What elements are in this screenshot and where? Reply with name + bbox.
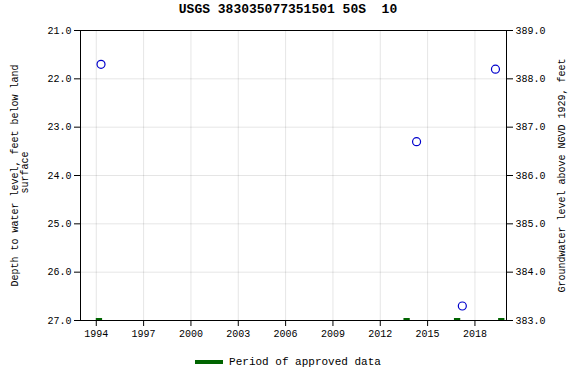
html-text:USGS 383035077351501 50S 10: USGS 383035077351501 50S 10 <box>178 2 398 17</box>
svg-text:389.0: 389.0 <box>516 26 546 37</box>
svg-text:1994: 1994 <box>84 329 108 340</box>
svg-text:23.0: 23.0 <box>47 122 71 133</box>
svg-text:2000: 2000 <box>179 329 203 340</box>
svg-text:21.0: 21.0 <box>47 26 71 37</box>
svg-text:385.0: 385.0 <box>516 219 546 230</box>
svg-text:27.0: 27.0 <box>47 316 71 327</box>
svg-text:2003: 2003 <box>226 329 250 340</box>
svg-text:1997: 1997 <box>132 329 156 340</box>
svg-text:2018: 2018 <box>463 329 487 340</box>
svg-text:24.0: 24.0 <box>47 171 71 182</box>
svg-text:388.0: 388.0 <box>516 74 546 85</box>
svg-text:386.0: 386.0 <box>516 171 546 182</box>
svg-text:22.0: 22.0 <box>47 74 71 85</box>
html-text:Period of approved data: Period of approved data <box>229 356 381 368</box>
svg-text:384.0: 384.0 <box>516 267 546 278</box>
svg-text:25.0: 25.0 <box>47 219 71 230</box>
svg-text:383.0: 383.0 <box>516 316 546 327</box>
svg-text:387.0: 387.0 <box>516 122 546 133</box>
svg-text:Depth to water level, feet bel: Depth to water level, feet below land su… <box>10 64 31 286</box>
svg-text:2015: 2015 <box>416 329 440 340</box>
svg-text:2012: 2012 <box>368 329 392 340</box>
svg-text:2009: 2009 <box>321 329 345 340</box>
svg-text:2006: 2006 <box>274 329 298 340</box>
svg-text:Groundwater level above NGVD 1: Groundwater level above NGVD 1929, feet <box>557 58 568 292</box>
svg-text:26.0: 26.0 <box>47 267 71 278</box>
